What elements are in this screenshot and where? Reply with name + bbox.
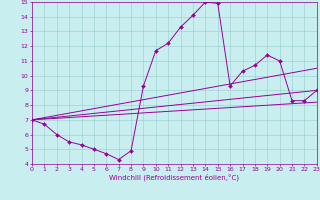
X-axis label: Windchill (Refroidissement éolien,°C): Windchill (Refroidissement éolien,°C) xyxy=(109,174,239,181)
